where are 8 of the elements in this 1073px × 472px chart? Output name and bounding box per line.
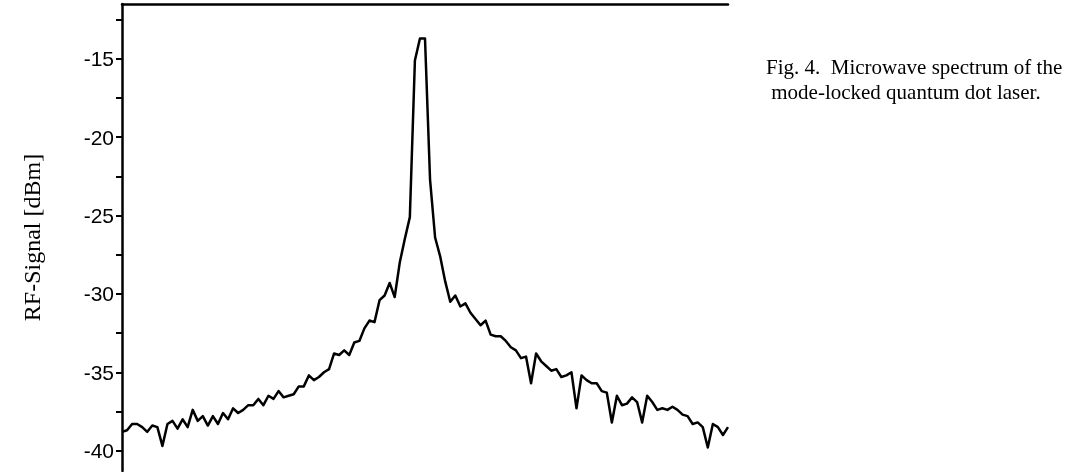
y-tick-label: -35 — [83, 360, 114, 384]
y-tick-label: -30 — [83, 282, 114, 306]
caption: Fig. 4. Microwave spectrum of the mode-locked quantum dot laser. — [766, 54, 1063, 104]
y-axis-title: RF-Signal [dBm] — [19, 153, 45, 322]
y-tick-label: -15 — [83, 47, 114, 71]
y-tick-label: -40 — [83, 439, 114, 463]
y-tick-label: -20 — [83, 125, 114, 149]
y-tick-label: -25 — [83, 204, 114, 228]
